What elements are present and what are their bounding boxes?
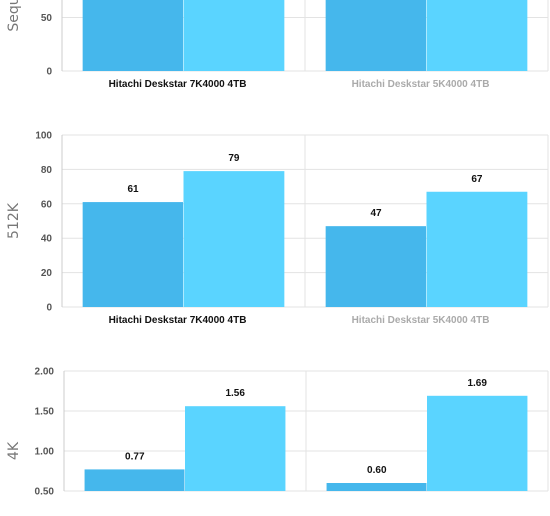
bar-a xyxy=(325,226,426,307)
y-tick-label: 60 xyxy=(41,199,53,210)
y-tick-label: 0 xyxy=(46,303,52,314)
data-label: 0.77 xyxy=(125,451,145,462)
y-axis-title: Sequ xyxy=(6,0,22,32)
bar-a xyxy=(82,0,183,71)
data-label: 79 xyxy=(228,153,240,164)
y-axis-title: 4K xyxy=(6,441,22,460)
bar-a xyxy=(82,202,183,307)
y-tick-label: 0.50 xyxy=(35,487,55,498)
bar-a xyxy=(325,0,426,71)
y-tick-label: 80 xyxy=(41,165,53,176)
category-label: Hitachi Deskstar 7K4000 4TB xyxy=(109,315,247,326)
data-label: 1.69 xyxy=(467,378,487,389)
y-tick-label: 40 xyxy=(41,234,53,245)
y-tick-label: 0 xyxy=(46,67,52,78)
category-label: Hitachi Deskstar 7K4000 4TB xyxy=(109,79,247,90)
bar-b xyxy=(426,191,528,307)
data-label: 0.60 xyxy=(367,465,387,476)
category-label: Hitachi Deskstar 5K4000 4TB xyxy=(352,315,490,326)
y-tick-label: 2.00 xyxy=(35,367,55,378)
y-tick-label: 100 xyxy=(35,131,52,142)
data-label: 47 xyxy=(371,208,383,219)
bar-b xyxy=(185,406,286,491)
bar-b xyxy=(183,0,285,71)
data-label: 61 xyxy=(128,184,140,195)
y-tick-label: 1.50 xyxy=(35,407,55,418)
bar-a xyxy=(326,483,427,491)
data-label: 1.56 xyxy=(225,388,245,399)
y-tick-label: 50 xyxy=(41,13,53,24)
bar-b xyxy=(183,171,285,307)
y-tick-label: 1.00 xyxy=(35,447,55,458)
bar-a xyxy=(84,469,185,491)
category-label: Hitachi Deskstar 5K4000 4TB xyxy=(352,79,490,90)
bar-b xyxy=(427,395,528,491)
data-label: 67 xyxy=(471,174,483,185)
y-tick-label: 20 xyxy=(41,268,53,279)
bar-b xyxy=(426,0,528,71)
y-axis-title: 512K xyxy=(6,202,22,239)
